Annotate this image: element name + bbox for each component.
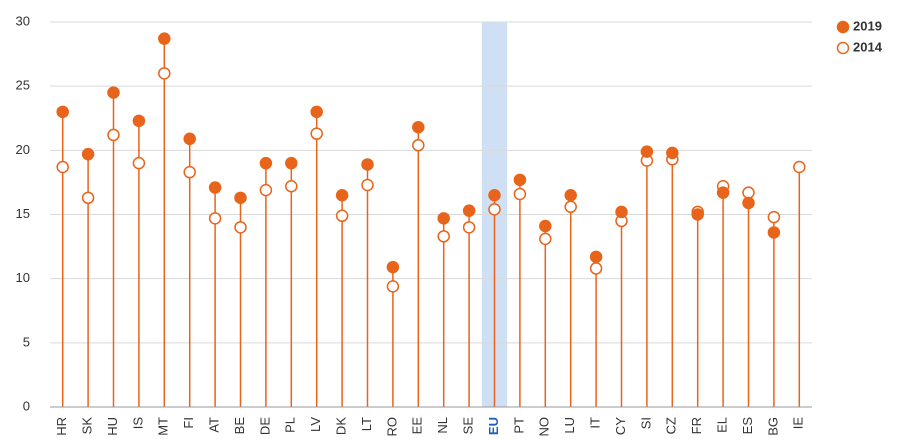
x-tick-label: NO [537, 417, 552, 437]
x-tick-label: BE [232, 417, 247, 435]
point [335, 189, 349, 202]
x-tick-label: ES [740, 417, 755, 435]
point [386, 260, 400, 274]
point [183, 165, 196, 179]
x-tick-label: FR [689, 417, 704, 434]
point [81, 191, 95, 205]
x-tick-label: AT [207, 417, 222, 433]
y-tick-label: 20 [16, 142, 30, 157]
y-tick-label: 10 [16, 270, 30, 285]
point [56, 160, 69, 174]
point [335, 209, 349, 223]
point [716, 186, 730, 199]
point [158, 32, 171, 45]
x-tick-label: MT [156, 417, 171, 436]
point [361, 158, 374, 171]
point [437, 230, 450, 243]
point [259, 156, 273, 170]
point [793, 160, 806, 174]
point [234, 221, 247, 234]
x-tick-label: CZ [664, 417, 679, 434]
point [361, 178, 374, 192]
point [234, 191, 247, 205]
point [310, 105, 323, 119]
point [589, 262, 603, 275]
legend-marker [836, 20, 850, 34]
x-tick-label: PT [511, 417, 526, 434]
x-tick-label: DK [334, 417, 349, 435]
point [488, 203, 501, 216]
point [589, 250, 603, 264]
x-tick-label: EU [486, 417, 501, 435]
legend: 2019 2014 [836, 18, 883, 55]
point [107, 86, 120, 99]
point [640, 145, 654, 158]
x-tick-label: IE [791, 417, 806, 430]
point [462, 221, 476, 234]
point [107, 128, 120, 142]
y-tick-label: 5 [23, 334, 30, 349]
x-tick-label: EL [715, 417, 730, 433]
point [412, 120, 425, 134]
y-tick-label: 0 [23, 398, 30, 413]
x-tick-label: HR [54, 417, 69, 436]
point [767, 210, 781, 224]
x-tick-label: IT [588, 417, 603, 429]
x-tick-label: RO [384, 417, 399, 437]
x-tick-label: LV [308, 417, 323, 432]
x-tick-label: FI [181, 417, 196, 429]
x-tick-label: PL [283, 417, 298, 433]
point [56, 105, 69, 119]
point [208, 181, 222, 194]
point [310, 127, 323, 140]
point [767, 226, 781, 239]
point [132, 156, 146, 170]
point [462, 204, 476, 217]
x-tick-label: DE [257, 417, 272, 435]
x-tick-label: NL [435, 417, 450, 434]
point [437, 212, 450, 225]
point [488, 189, 501, 202]
point [691, 208, 704, 221]
x-tick-label: SK [80, 417, 95, 435]
point [742, 196, 755, 210]
point [513, 187, 527, 201]
point [564, 200, 577, 214]
point [259, 183, 273, 197]
x-tick-label: IS [130, 417, 145, 430]
x-tick-label: SE [461, 417, 476, 435]
x-tick-label: EE [410, 417, 425, 435]
point [564, 189, 577, 202]
point [742, 186, 755, 199]
point [513, 173, 527, 187]
point [539, 219, 552, 233]
point [132, 114, 146, 128]
y-tick-label: 25 [16, 78, 30, 93]
point [615, 205, 628, 219]
x-tick-label: LT [359, 417, 374, 431]
legend-label: 2014 [853, 39, 883, 54]
point [285, 156, 298, 170]
x-tick-label: HU [105, 417, 120, 436]
point [81, 147, 95, 161]
point [208, 212, 222, 225]
point [539, 232, 552, 246]
legend-label: 2019 [853, 18, 882, 33]
point [412, 138, 425, 152]
x-tick-label: BG [765, 417, 780, 436]
point [386, 280, 400, 293]
x-tick-label: SI [638, 417, 653, 429]
point [285, 180, 298, 193]
legend-marker [836, 41, 850, 55]
point [666, 146, 679, 160]
y-tick-label: 15 [16, 206, 30, 221]
x-tick-label: CY [613, 417, 628, 435]
y-tick-label: 30 [16, 13, 30, 28]
point [183, 132, 196, 146]
point [158, 67, 171, 80]
x-tick-label: LU [562, 417, 577, 434]
